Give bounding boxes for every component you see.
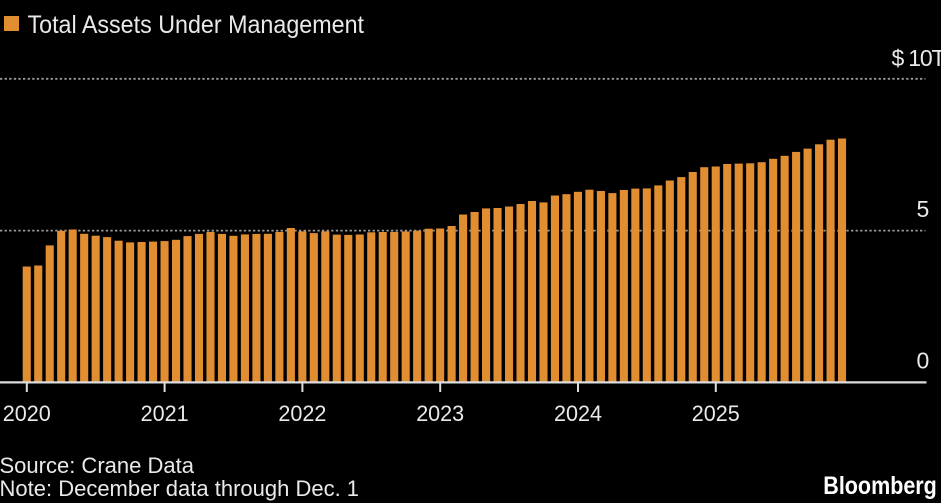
svg-text:2025: 2025 [692, 401, 740, 426]
svg-text:Source: Crane Data: Source: Crane Data [0, 453, 195, 478]
svg-text:2022: 2022 [278, 401, 326, 426]
svg-text:$ 10T: $ 10T [892, 45, 941, 71]
svg-text:0: 0 [917, 347, 930, 373]
svg-text:2020: 2020 [3, 401, 51, 426]
svg-text:2024: 2024 [554, 401, 602, 426]
svg-text:Total Assets Under Management: Total Assets Under Management [28, 11, 365, 39]
svg-text:Note: December data through De: Note: December data through Dec. 1 [0, 476, 359, 501]
svg-text:Bloomberg: Bloomberg [823, 472, 937, 500]
svg-text:2023: 2023 [416, 401, 464, 426]
svg-text:5: 5 [917, 196, 930, 222]
svg-text:2021: 2021 [141, 401, 189, 426]
